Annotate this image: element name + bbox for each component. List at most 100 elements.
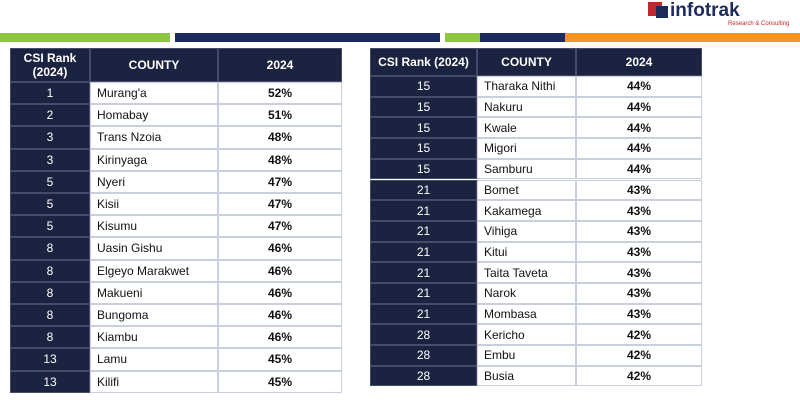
county-cell: Makueni [90,281,218,304]
rank-cell: 21 [370,241,477,263]
accent-bar [175,33,440,42]
score-cell: 42% [576,345,702,366]
score-cell: 44% [576,158,702,180]
logo-mark: infotrak Research & Consulting [648,0,789,27]
rank-cell: 21 [370,303,477,325]
score-cell: 43% [576,283,702,304]
rank-cell: 8 [10,326,90,349]
county-cell: Narok [477,283,576,304]
score-cell: 46% [218,281,342,304]
rank-cell: 15 [370,76,477,97]
rank-cell: 3 [10,148,90,171]
rank-cell: 13 [10,370,90,393]
header-cell: 2024 [576,48,702,76]
score-cell: 46% [218,237,342,260]
rank-cell: 5 [10,170,90,193]
county-cell: Lamu [90,348,218,371]
rank-cell: 5 [10,193,90,216]
score-cell: 43% [576,200,702,221]
county-cell: Kericho [477,324,576,346]
county-cell: Nakuru [477,96,576,118]
score-cell: 44% [576,76,702,97]
county-cell: Kitui [477,241,576,263]
county-cell: Taita Taveta [477,262,576,283]
header-cell: CSI Rank (2024) [10,48,90,82]
accent-bar [445,33,480,42]
rank-cell: 15 [370,117,477,139]
rank-cell: 21 [370,283,477,304]
header-cell: COUNTY [477,48,576,76]
county-cell: Kisii [90,193,218,216]
county-cell: Kilifi [90,370,218,393]
score-cell: 43% [576,303,702,325]
county-cell: Busia [477,365,576,387]
county-cell: Kwale [477,117,576,139]
score-cell: 45% [218,348,342,371]
score-cell: 47% [218,193,342,216]
score-cell: 42% [576,324,702,346]
score-cell: 46% [218,304,342,327]
rank-cell: 8 [10,281,90,304]
rank-cell: 5 [10,215,90,238]
rank-cell: 15 [370,158,477,180]
county-cell: Bungoma [90,304,218,327]
rank-cell: 8 [10,237,90,260]
logo-name: infotrak [670,0,740,21]
county-cell: Kakamega [477,200,576,221]
rank-cell: 21 [370,220,477,242]
header-cell: COUNTY [90,48,218,82]
rank-cell: 21 [370,179,477,201]
header-cell: CSI Rank (2024) [370,48,477,76]
score-cell: 52% [218,82,342,105]
header-cell: 2024 [218,48,342,82]
county-cell: Kisumu [90,215,218,238]
score-cell: 43% [576,262,702,283]
score-cell: 46% [218,259,342,282]
county-cell: Nyeri [90,170,218,193]
rank-cell: 15 [370,96,477,118]
county-cell: Mombasa [477,303,576,325]
logo: infotrak Research & Consulting [648,0,800,33]
rank-cell: 1 [10,82,90,105]
county-cell: Uasin Gishu [90,237,218,260]
score-cell: 45% [218,370,342,393]
county-cell: Kiambu [90,326,218,349]
rank-cell: 2 [10,104,90,127]
rank-cell: 13 [10,348,90,371]
accent-bar [0,33,170,42]
accent-bar [480,33,565,42]
county-cell: Samburu [477,158,576,180]
score-cell: 43% [576,241,702,263]
county-cell: Bomet [477,179,576,201]
rank-cell: 28 [370,324,477,346]
logo-tagline: Research & Consulting [728,21,789,27]
score-cell: 44% [576,138,702,159]
score-cell: 48% [218,148,342,171]
county-cell: Trans Nzoia [90,126,218,149]
accent-bar [565,33,800,42]
score-cell: 42% [576,365,702,387]
score-cell: 47% [218,170,342,193]
county-cell: Vihiga [477,220,576,242]
county-cell: Tharaka Nithi [477,76,576,97]
rank-cell: 28 [370,345,477,366]
score-cell: 47% [218,215,342,238]
score-cell: 43% [576,220,702,242]
score-cell: 44% [576,117,702,139]
rank-cell: 8 [10,304,90,327]
rank-cell: 28 [370,365,477,387]
county-cell: Migori [477,138,576,159]
score-cell: 43% [576,179,702,201]
rank-cell: 21 [370,200,477,221]
score-cell: 51% [218,104,342,127]
county-cell: Murang'a [90,82,218,105]
county-cell: Kirinyaga [90,148,218,171]
rank-cell: 15 [370,138,477,159]
rank-cell: 8 [10,259,90,282]
county-cell: Homabay [90,104,218,127]
score-cell: 48% [218,126,342,149]
county-cell: Elgeyo Marakwet [90,259,218,282]
rank-cell: 3 [10,126,90,149]
county-cell: Embu [477,345,576,366]
score-cell: 46% [218,326,342,349]
